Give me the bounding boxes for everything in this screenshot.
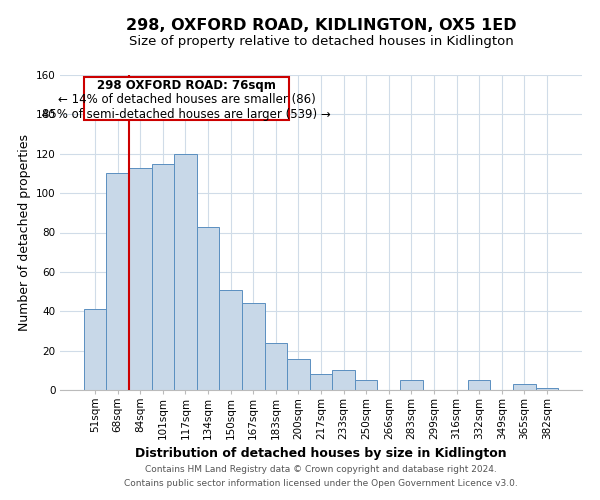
Bar bbox=[220, 290, 242, 390]
Bar bbox=[129, 168, 152, 390]
Text: Contains HM Land Registry data © Crown copyright and database right 2024.
Contai: Contains HM Land Registry data © Crown c… bbox=[124, 466, 518, 487]
Bar bbox=[197, 226, 220, 390]
Bar bbox=[265, 343, 287, 390]
Bar bbox=[400, 380, 422, 390]
X-axis label: Distribution of detached houses by size in Kidlington: Distribution of detached houses by size … bbox=[135, 448, 507, 460]
FancyBboxPatch shape bbox=[84, 77, 289, 120]
Bar bbox=[310, 374, 332, 390]
Bar bbox=[536, 388, 558, 390]
Bar bbox=[468, 380, 490, 390]
Bar bbox=[355, 380, 377, 390]
Text: 298 OXFORD ROAD: 76sqm: 298 OXFORD ROAD: 76sqm bbox=[97, 79, 276, 92]
Y-axis label: Number of detached properties: Number of detached properties bbox=[17, 134, 31, 331]
Bar bbox=[332, 370, 355, 390]
Text: Size of property relative to detached houses in Kidlington: Size of property relative to detached ho… bbox=[128, 35, 514, 48]
Bar bbox=[84, 310, 106, 390]
Bar bbox=[513, 384, 536, 390]
Bar bbox=[174, 154, 197, 390]
Text: ← 14% of detached houses are smaller (86): ← 14% of detached houses are smaller (86… bbox=[58, 94, 316, 106]
Text: 298, OXFORD ROAD, KIDLINGTON, OX5 1ED: 298, OXFORD ROAD, KIDLINGTON, OX5 1ED bbox=[125, 18, 517, 32]
Bar bbox=[106, 174, 129, 390]
Bar bbox=[242, 304, 265, 390]
Text: 85% of semi-detached houses are larger (539) →: 85% of semi-detached houses are larger (… bbox=[42, 108, 331, 121]
Bar bbox=[287, 358, 310, 390]
Bar bbox=[152, 164, 174, 390]
